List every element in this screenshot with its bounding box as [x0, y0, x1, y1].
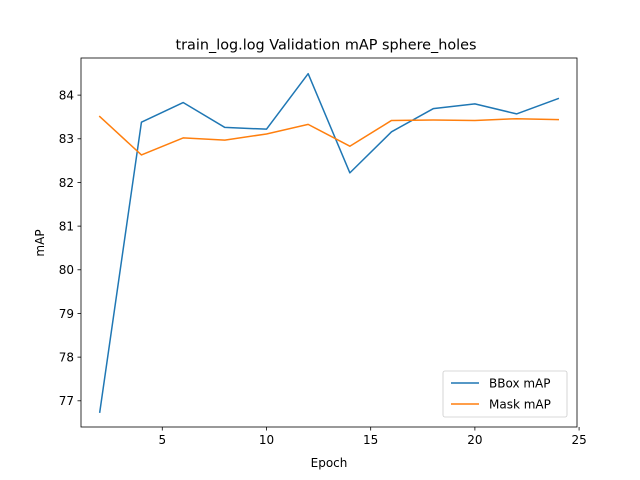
y-tick-label: 80 — [59, 263, 74, 277]
legend: BBox mAP Mask mAP — [442, 370, 568, 418]
x-tick-label: 20 — [467, 433, 482, 447]
legend-label: Mask mAP — [489, 397, 551, 411]
plot-frame — [80, 57, 578, 428]
y-axis-label: mAP — [33, 229, 47, 256]
series-layer — [98, 72, 560, 413]
x-axis: 5 10 15 20 25 — [158, 427, 587, 447]
x-tick-label: 15 — [363, 433, 378, 447]
y-tick-label: 81 — [59, 219, 74, 233]
series-line-0 — [98, 72, 560, 413]
y-tick-label: 79 — [59, 307, 74, 321]
legend-label: BBox mAP — [489, 376, 551, 390]
y-axis: 77 78 79 80 81 82 83 84 — [59, 88, 81, 408]
x-tick-label: 25 — [571, 433, 586, 447]
y-tick-label: 82 — [59, 176, 74, 190]
y-tick-label: 83 — [59, 132, 74, 146]
y-tick-label: 78 — [59, 350, 74, 364]
y-tick-label: 77 — [59, 394, 74, 408]
x-tick-label: 10 — [259, 433, 274, 447]
series-line-1 — [98, 115, 560, 156]
y-tick-label: 84 — [59, 88, 74, 102]
x-tick-label: 5 — [158, 433, 166, 447]
x-axis-label: Epoch — [311, 456, 348, 470]
chart-title: train_log.log Validation mAP sphere_hole… — [176, 38, 477, 54]
